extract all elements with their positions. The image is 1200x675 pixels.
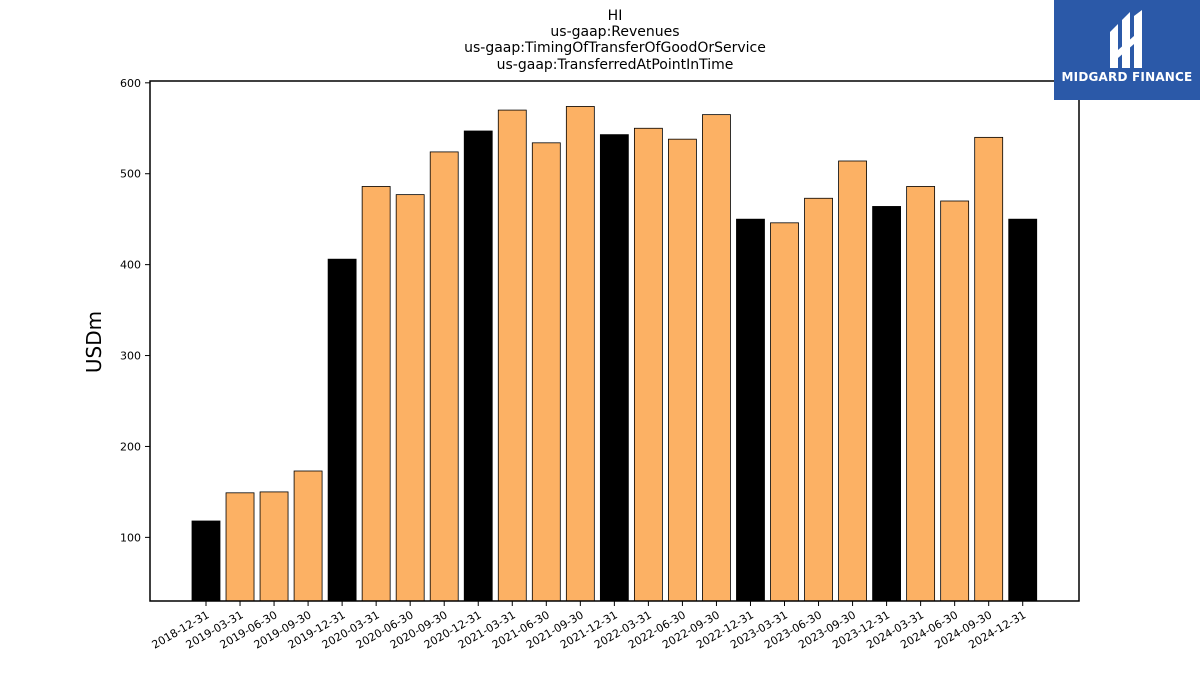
y-axis-label: USDm bbox=[82, 311, 106, 373]
bar-2019-09-30 bbox=[293, 470, 323, 602]
title-line-2: us-gaap:Revenues bbox=[550, 24, 679, 40]
bar-2022-06-30 bbox=[668, 138, 697, 602]
bar-2021-09-30 bbox=[565, 106, 595, 602]
title-line-4: us-gaap:TransferredAtPointInTime bbox=[497, 57, 734, 73]
bar-2018-12-31 bbox=[191, 520, 221, 602]
y-tick-label: 500 bbox=[120, 168, 141, 181]
bar-2019-12-31 bbox=[327, 258, 357, 602]
bar-2022-03-31 bbox=[633, 127, 663, 602]
bar-2022-12-31 bbox=[736, 218, 765, 602]
bar-2019-06-30 bbox=[259, 491, 289, 602]
bar-2024-09-30 bbox=[974, 136, 1004, 602]
bar-2022-09-30 bbox=[702, 114, 731, 602]
y-tick-label: 300 bbox=[120, 350, 141, 363]
bar-2024-03-31 bbox=[906, 186, 936, 602]
bar-2021-03-31 bbox=[497, 109, 527, 602]
y-axis-ticks: 100 200 300 400 500 600 bbox=[120, 77, 150, 544]
y-tick-label: 600 bbox=[120, 77, 141, 90]
plot-frame bbox=[149, 80, 1080, 602]
y-tick-label: 100 bbox=[120, 531, 141, 544]
bar-2020-12-31 bbox=[463, 130, 493, 602]
bar-2023-09-30 bbox=[838, 160, 867, 602]
bar-2020-06-30 bbox=[395, 194, 425, 602]
midgard-logo-icon bbox=[1110, 10, 1142, 68]
title-line-1: HI bbox=[608, 8, 623, 24]
y-tick-label: 400 bbox=[120, 259, 141, 272]
bar-2020-03-31 bbox=[361, 186, 391, 602]
bar-2020-09-30 bbox=[429, 151, 459, 602]
midgard-finance-logo: MIDGARD FINANCE bbox=[1054, 0, 1200, 100]
y-tick-label: 200 bbox=[120, 440, 141, 453]
chart-title: HI us-gaap:Revenues us-gaap:TimingOfTran… bbox=[464, 8, 766, 73]
bar-2021-06-30 bbox=[531, 142, 561, 602]
bar-2023-03-31 bbox=[770, 222, 799, 602]
bar-2019-03-31 bbox=[225, 492, 255, 602]
bar-2024-06-30 bbox=[940, 200, 970, 602]
bar-2024-12-31 bbox=[1008, 218, 1038, 602]
logo-text: MIDGARD FINANCE bbox=[1061, 70, 1193, 84]
bar-2023-06-30 bbox=[804, 197, 833, 602]
title-line-3: us-gaap:TimingOfTransferOfGoodOrService bbox=[464, 40, 766, 56]
bar-2021-12-31 bbox=[599, 134, 629, 602]
x-axis-ticks: 2018-12-312019-03-312019-06-302019-09-30… bbox=[150, 601, 1028, 652]
bars-group bbox=[191, 106, 1038, 602]
bar-2023-12-31 bbox=[872, 206, 901, 602]
